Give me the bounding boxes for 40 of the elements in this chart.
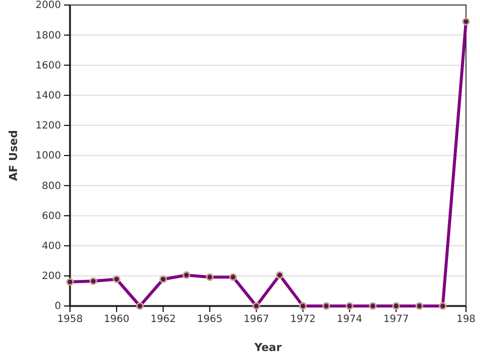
x-tick-label: 1972 — [290, 314, 316, 326]
point — [182, 271, 190, 279]
y-tick-label: 2000 — [36, 0, 61, 12]
point — [276, 271, 284, 279]
y-axis-title: AF Used — [7, 130, 20, 181]
point — [322, 302, 330, 310]
point — [299, 302, 307, 310]
y-tick-label: 1600 — [36, 60, 61, 72]
y-tick-label: 1200 — [36, 120, 61, 132]
x-tick-label: 1960 — [104, 314, 130, 326]
point — [66, 278, 74, 286]
y-tick-label: 1400 — [36, 90, 61, 102]
y-tick-label: 1800 — [36, 30, 61, 42]
y-tick-label: 400 — [42, 241, 61, 252]
point — [346, 302, 354, 310]
x-tick-label: 1962 — [150, 314, 176, 326]
point — [159, 275, 168, 284]
y-tick-label: 800 — [42, 180, 61, 192]
point — [416, 302, 424, 310]
x-tick-label: 1974 — [336, 314, 362, 326]
point — [112, 275, 120, 284]
point — [392, 302, 400, 310]
point — [136, 302, 144, 310]
x-tick-label: 1965 — [197, 314, 222, 326]
y-tick-label: 600 — [42, 210, 61, 222]
point — [206, 273, 214, 281]
point — [438, 302, 447, 310]
point — [368, 302, 377, 310]
point — [252, 302, 260, 310]
point — [229, 273, 237, 281]
point — [462, 18, 470, 26]
x-axis-title: Year — [253, 341, 282, 354]
y-tick-label: 0 — [54, 301, 61, 312]
y-tick-label: 200 — [42, 271, 61, 282]
x-tick-label: 1967 — [244, 314, 270, 326]
point — [89, 277, 98, 285]
x-tick-label: 198 — [456, 314, 476, 326]
x-tick-label: 1958 — [57, 314, 83, 326]
y-tick-label: 1000 — [36, 150, 61, 162]
x-tick-label: 1977 — [383, 314, 409, 326]
